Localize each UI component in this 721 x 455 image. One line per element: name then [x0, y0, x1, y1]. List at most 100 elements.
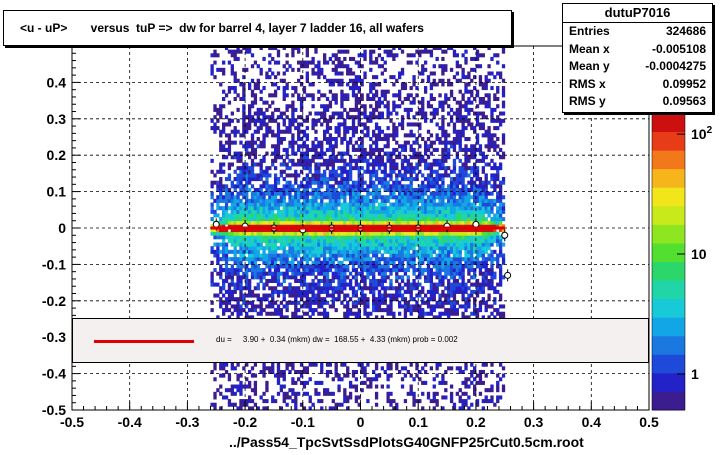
heatmap-cell [418, 122, 422, 127]
heatmap-cell [412, 377, 416, 382]
heatmap-cell [374, 384, 379, 389]
heatmap-cell [245, 220, 249, 225]
heatmap-cell [216, 249, 220, 254]
heatmap-cell [357, 246, 361, 251]
heatmap-cell [340, 260, 344, 265]
heatmap-cell [412, 78, 416, 83]
heatmap-cell [325, 206, 330, 211]
heatmap-cell [302, 311, 307, 316]
heatmap-cell [415, 187, 419, 192]
heatmap-cell [343, 137, 347, 142]
heatmap-cell [245, 162, 249, 167]
heatmap-cell [227, 195, 232, 200]
heatmap-cell [409, 242, 413, 247]
heatmap-cell [409, 384, 413, 389]
heatmap-cell [449, 264, 454, 269]
heatmap-cell [452, 289, 457, 294]
heatmap-cell [461, 162, 465, 167]
heatmap-cell [297, 206, 301, 211]
heatmap-cell [259, 242, 263, 247]
heatmap-cell [435, 224, 439, 229]
heatmap-cell [302, 253, 307, 258]
heatmap-cell [389, 202, 393, 207]
heatmap-cell [268, 257, 272, 262]
heatmap-cell [334, 402, 338, 407]
heatmap-cell [452, 402, 457, 407]
heatmap-cell [245, 377, 249, 382]
heatmap-cell [262, 86, 266, 91]
heatmap-cell [291, 162, 295, 167]
heatmap-cell [386, 115, 390, 120]
heatmap-cell [262, 366, 266, 371]
heatmap-cell [276, 177, 281, 182]
heatmap-cell [348, 202, 353, 207]
heatmap-cell [282, 213, 286, 218]
heatmap-cell [236, 198, 240, 203]
heatmap-cell [395, 362, 399, 367]
heatmap-cell [222, 235, 226, 240]
heatmap-cell [302, 220, 307, 225]
heatmap-cell [311, 235, 315, 240]
heatmap-cell [438, 206, 442, 211]
heatmap-cell [461, 96, 465, 101]
heatmap-cell [429, 231, 434, 236]
heatmap-cell [213, 366, 217, 371]
heatmap-cell [325, 140, 330, 145]
heatmap-cell [447, 220, 451, 225]
heatmap-cell [291, 380, 295, 385]
heatmap-cell [458, 257, 462, 262]
heatmap-cell [389, 158, 393, 163]
heatmap-cell [464, 362, 468, 367]
heatmap-cell [354, 311, 359, 316]
heatmap-cell [386, 195, 390, 200]
heatmap-cell [447, 235, 451, 240]
heatmap-cell [320, 238, 324, 243]
heatmap-cell [406, 275, 410, 280]
heatmap-cell [354, 220, 359, 225]
heatmap-cell [308, 238, 312, 243]
heatmap-cell [210, 271, 214, 276]
heatmap-cell [426, 264, 431, 269]
heatmap-cell [294, 118, 298, 123]
heatmap-cell [354, 268, 359, 273]
heatmap-cell [389, 206, 393, 211]
heatmap-cell [273, 191, 278, 196]
heatmap-cell [297, 115, 301, 120]
heatmap-cell [305, 177, 309, 182]
heatmap-cell [461, 293, 465, 298]
heatmap-cell [317, 177, 321, 182]
heatmap-cell [429, 191, 434, 196]
heatmap-cell [219, 249, 223, 254]
heatmap-cell [363, 366, 367, 371]
heatmap-cell [392, 213, 396, 218]
heatmap-cell [302, 268, 307, 273]
heatmap-cell [279, 282, 284, 287]
heatmap-cell [230, 278, 234, 283]
heatmap-cell [282, 93, 286, 98]
heatmap-cell [285, 235, 289, 240]
heatmap-cell [337, 64, 341, 69]
heatmap-cell [224, 264, 229, 269]
heatmap-cell [219, 300, 223, 305]
heatmap-cell [380, 220, 384, 225]
heatmap-cell [351, 257, 356, 262]
heatmap-cell [276, 122, 281, 127]
heatmap-cell [412, 231, 416, 236]
heatmap-cell [366, 257, 370, 262]
heatmap-cell [259, 275, 263, 280]
heatmap-cell [426, 202, 431, 207]
heatmap-cell [400, 264, 405, 269]
heatmap-cell [415, 191, 419, 196]
heatmap-cell [458, 228, 462, 233]
heatmap-cell [299, 293, 304, 298]
heatmap-cell [369, 206, 373, 211]
heatmap-cell [449, 206, 454, 211]
heatmap-cell [323, 391, 327, 396]
heatmap-cell [409, 264, 413, 269]
heatmap-cell [421, 111, 425, 116]
heatmap-cell [325, 220, 330, 225]
heatmap-cell [222, 228, 226, 233]
heatmap-cell [403, 300, 408, 305]
heatmap-cell [444, 246, 448, 251]
heatmap-cell [423, 151, 428, 156]
